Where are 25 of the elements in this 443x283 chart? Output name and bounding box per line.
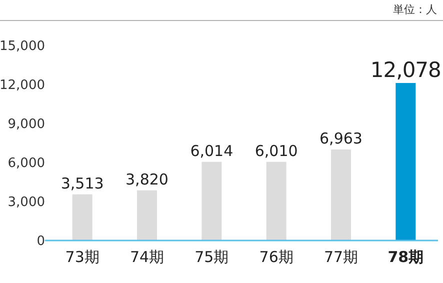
data-label: 3,820 [126,170,168,188]
x-tick-label: 73期 [65,248,100,266]
bar [72,194,92,240]
x-tick-label: 77期 [324,248,358,266]
y-tick-label: 12,000 [0,78,45,93]
text: 単位：人 [393,3,437,16]
bar [331,149,351,240]
y-tick-label: 9,000 [8,117,45,132]
data-label: 3,513 [60,174,104,192]
x-tick-label: 78期 [388,248,424,266]
data-label: 12,078 [370,58,441,82]
data-label: 6,010 [254,142,298,160]
y-tick-label: 6,000 [8,156,45,171]
x-tick-label: 74期 [130,248,164,266]
bar [266,162,286,240]
bar [396,82,416,240]
y-tick-label: 0 [36,234,45,249]
x-tick-label: 75期 [194,248,229,266]
bar [202,162,222,240]
y-tick-label: 15,000 [0,39,45,54]
bar [137,190,157,240]
data-label: 6,963 [320,129,362,148]
x-tick-label: 76期 [259,248,294,266]
y-tick-label: 3,000 [8,195,45,210]
data-label: 6,014 [190,142,234,160]
